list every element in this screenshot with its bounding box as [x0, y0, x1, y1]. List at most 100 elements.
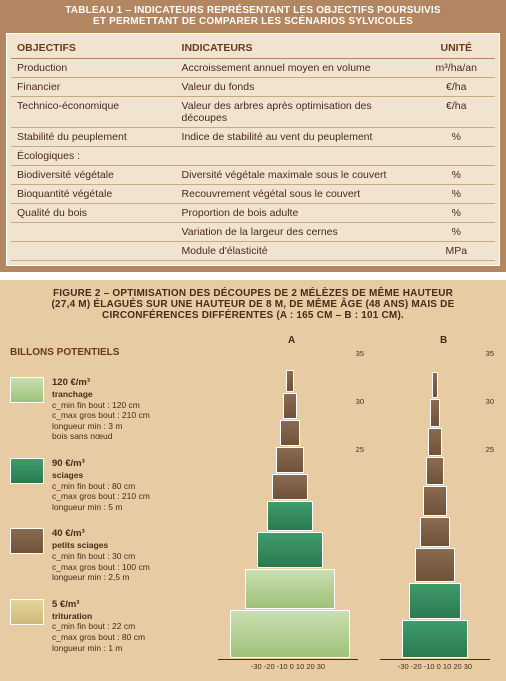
cell-unit: %	[418, 223, 495, 242]
legend-price: 40 €/m³	[52, 528, 150, 540]
legend-name: tranchage	[52, 389, 150, 400]
tree-b-seg	[426, 457, 444, 485]
legend-price: 120 €/m³	[52, 377, 150, 389]
table1-title-line2: ET PERMETTANT DE COMPARER LES SCÉNARIOS …	[93, 16, 413, 27]
table-row: Financier Valeur du fonds €/ha	[11, 78, 495, 97]
table-row: Stabilité du peuplement Indice de stabil…	[11, 128, 495, 147]
tree-a-seg	[276, 447, 304, 473]
table-row: Qualité du bois Proportion de bois adult…	[11, 204, 495, 223]
legend-line: longueur min : 1 m	[52, 643, 145, 654]
legend-line: bois sans nœud	[52, 431, 150, 442]
axis-a: -30 -20 -10 0 10 20 30	[218, 659, 358, 673]
swatch-trituration	[10, 599, 44, 625]
legend-line: c_min fin bout : 30 cm	[52, 551, 150, 562]
th-indicateurs: INDICATEURS	[176, 38, 418, 59]
table1-frame: TABLEAU 1 – INDICATEURS REPRÉSENTANT LES…	[0, 0, 506, 272]
legend-text: 90 €/m³ sciages c_min fin bout : 80 cm c…	[52, 458, 150, 512]
ytick: 35	[356, 349, 364, 358]
tree-b-seg	[420, 517, 450, 547]
legend-line: longueur min : 2,5 m	[52, 572, 150, 583]
cell-obj: Production	[11, 59, 176, 78]
figure2-body: BILLONS POTENTIELS 120 €/m³ tranchage c_…	[0, 329, 506, 681]
tree-b-seg	[430, 399, 440, 427]
cell-unit: %	[418, 204, 495, 223]
cell-ind: Accroissement annuel moyen en volume	[176, 59, 418, 78]
tree-b-seg	[428, 428, 442, 456]
cell-ind: Valeur du fonds	[176, 78, 418, 97]
tree-a-seg	[257, 532, 323, 568]
legend-item-petits: 40 €/m³ petits sciages c_min fin bout : …	[10, 528, 200, 582]
cell-obj: Bioquantité végétale	[11, 185, 176, 204]
legend-line: longueur min : 3 m	[52, 421, 150, 432]
legend-name: sciages	[52, 470, 150, 481]
table-row: Module d'élasticité MPa	[11, 242, 495, 261]
legend-line: longueur min : 5 m	[52, 502, 150, 513]
ytick: 25	[486, 445, 494, 454]
cell-unit: MPa	[418, 242, 495, 261]
table-row: Biodiversité végétale Diversité végétale…	[11, 166, 495, 185]
tree-b-seg	[415, 548, 455, 582]
legend-text: 120 €/m³ tranchage c_min fin bout : 120 …	[52, 377, 150, 442]
cell-unit: €/ha	[418, 78, 495, 97]
ytick: 30	[486, 397, 494, 406]
axis-b-ticks: -30 -20 -10 0 10 20 30	[398, 662, 472, 671]
cell-ind: Module d'élasticité	[176, 242, 418, 261]
cell-ind: Valeur des arbres après optimisation des…	[176, 97, 418, 128]
ytick: 35	[486, 349, 494, 358]
cell-obj	[11, 242, 176, 261]
legend-name: trituration	[52, 611, 145, 622]
table1: OBJECTIFS INDICATEURS UNITÉ Production A…	[11, 38, 495, 261]
cell-unit	[418, 147, 495, 166]
tree-a-seg	[283, 393, 297, 419]
legend-line: c_min fin bout : 120 cm	[52, 400, 150, 411]
cell-unit: %	[418, 166, 495, 185]
legend-name: petits sciages	[52, 540, 150, 551]
legend-item-sciages: 90 €/m³ sciages c_min fin bout : 80 cm c…	[10, 458, 200, 512]
figure2-title-line2: (27,4 M) ÉLAGUÉS SUR UNE HAUTEUR DE 8 M,…	[52, 299, 455, 310]
tree-a-seg	[286, 370, 294, 392]
table1-title-line1: TABLEAU 1 – INDICATEURS REPRÉSENTANT LES…	[65, 5, 441, 16]
cell-obj	[11, 223, 176, 242]
cell-ind: Proportion de bois adulte	[176, 204, 418, 223]
cell-obj: Stabilité du peuplement	[11, 128, 176, 147]
tree-a-stack	[220, 370, 360, 659]
tree-b-stack	[390, 372, 480, 659]
tree-b-label: B	[440, 335, 447, 346]
figure2-title: FIGURE 2 – OPTIMISATION DES DÉCOUPES DE …	[0, 280, 506, 329]
tree-b-seg	[423, 486, 447, 516]
figure2-frame: FIGURE 2 – OPTIMISATION DES DÉCOUPES DE …	[0, 280, 506, 681]
table1-header-row: OBJECTIFS INDICATEURS UNITÉ	[11, 38, 495, 59]
cell-ind: Variation de la largeur des cernes	[176, 223, 418, 242]
legend-line: c_min fin bout : 22 cm	[52, 621, 145, 632]
trees-area: A B 35 30 25 35 30 25	[200, 329, 500, 681]
legend-line: c_min fin bout : 80 cm	[52, 481, 150, 492]
th-unite: UNITÉ	[418, 38, 495, 59]
legend-line: c_max gros bout : 210 cm	[52, 410, 150, 421]
legend-text: 40 €/m³ petits sciages c_min fin bout : …	[52, 528, 150, 582]
legend-title: BILLONS POTENTIELS	[10, 347, 119, 358]
cell-ind	[176, 147, 418, 166]
th-objectifs: OBJECTIFS	[11, 38, 176, 59]
legend-price: 90 €/m³	[52, 458, 150, 470]
cell-obj: Biodiversité végétale	[11, 166, 176, 185]
tree-b-seg	[409, 583, 461, 619]
legend-item-trituration: 5 €/m³ trituration c_min fin bout : 22 c…	[10, 599, 200, 653]
tree-a-label: A	[288, 335, 295, 346]
tree-a-seg	[272, 474, 308, 500]
cell-unit: €/ha	[418, 97, 495, 128]
cell-obj: Financier	[11, 78, 176, 97]
tree-a-seg	[267, 501, 313, 531]
cell-obj: Technico-économique	[11, 97, 176, 128]
cell-unit: %	[418, 128, 495, 147]
axis-a-ticks: -30 -20 -10 0 10 20 30	[251, 662, 325, 671]
tree-a-seg	[245, 569, 335, 609]
figure2-title-line3: CIRCONFÉRENCES DIFFÉRENTES (A : 165 CM –…	[102, 310, 404, 321]
swatch-petits	[10, 528, 44, 554]
table-row: Écologiques :	[11, 147, 495, 166]
legend-line: c_max gros bout : 100 cm	[52, 562, 150, 573]
tree-b-seg	[402, 620, 468, 658]
cell-ind: Indice de stabilité au vent du peuplemen…	[176, 128, 418, 147]
legend: 120 €/m³ tranchage c_min fin bout : 120 …	[10, 377, 200, 669]
cell-ind: Recouvrement végétal sous le couvert	[176, 185, 418, 204]
table-row: Production Accroissement annuel moyen en…	[11, 59, 495, 78]
